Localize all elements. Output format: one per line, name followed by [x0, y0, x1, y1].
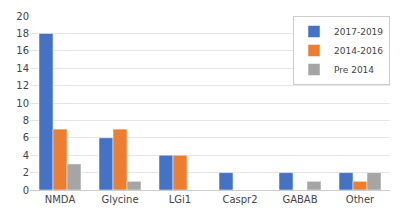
svg-text:2014-2016: 2014-2016 [334, 46, 383, 56]
svg-text:4: 4 [23, 150, 29, 161]
svg-text:GABAB: GABAB [282, 194, 317, 205]
svg-text:NMDA: NMDA [45, 194, 76, 205]
svg-text:12: 12 [16, 80, 29, 91]
svg-text:20: 20 [16, 11, 29, 22]
svg-text:Caspr2: Caspr2 [222, 194, 257, 205]
svg-text:18: 18 [16, 28, 29, 39]
svg-text:Other: Other [346, 194, 375, 205]
svg-text:14: 14 [16, 63, 29, 74]
svg-text:2017-2019: 2017-2019 [334, 27, 383, 37]
svg-text:16: 16 [16, 45, 29, 56]
svg-text:6: 6 [23, 132, 29, 143]
svg-text:2: 2 [23, 167, 29, 178]
svg-text:8: 8 [23, 115, 29, 126]
svg-text:Pre 2014: Pre 2014 [334, 65, 374, 75]
svg-text:Glycine: Glycine [101, 194, 138, 205]
svg-text:LGi1: LGi1 [169, 194, 191, 205]
svg-text:10: 10 [16, 98, 29, 109]
svg-text:0: 0 [23, 185, 29, 196]
